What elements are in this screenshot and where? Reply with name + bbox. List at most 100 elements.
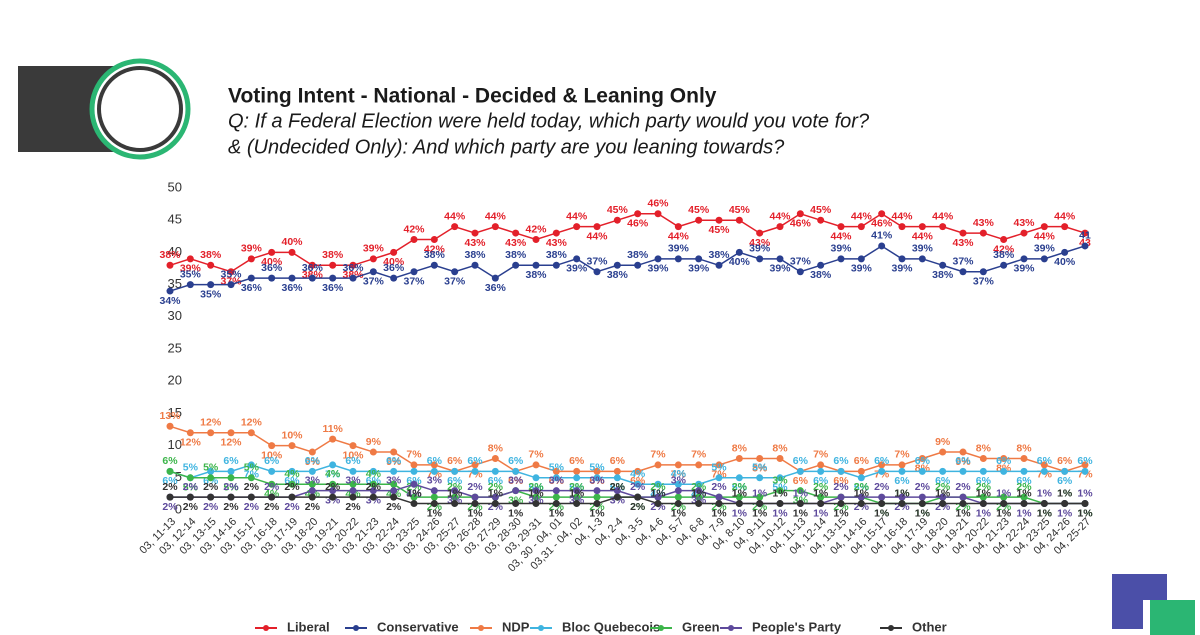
data-label: 39% <box>566 263 588 275</box>
data-label: 8% <box>752 462 768 474</box>
data-label: 37% <box>952 256 974 268</box>
point <box>1061 500 1069 508</box>
point <box>654 500 662 508</box>
data-label: 5% <box>183 462 199 474</box>
point <box>308 480 316 488</box>
data-label: 1% <box>1077 487 1093 499</box>
point <box>390 467 398 475</box>
data-label: 44% <box>586 230 608 242</box>
data-label: 39% <box>647 263 669 275</box>
point <box>1000 236 1008 244</box>
data-label: 39% <box>180 263 202 275</box>
data-label: 3% <box>772 474 788 486</box>
point <box>349 261 357 269</box>
point <box>471 229 479 237</box>
point <box>1081 500 1089 508</box>
point <box>939 223 947 231</box>
data-label: 9% <box>955 456 971 468</box>
data-label: 37% <box>444 276 466 288</box>
point <box>674 255 682 263</box>
data-label: 4% <box>630 468 646 480</box>
data-label: 6% <box>427 455 443 467</box>
point <box>308 467 316 475</box>
point <box>430 500 438 508</box>
data-label: 44% <box>668 230 690 242</box>
data-label: 38% <box>546 249 568 261</box>
point <box>817 493 825 501</box>
y-tick-label: 30 <box>168 308 182 323</box>
point <box>878 493 886 501</box>
data-label: 1% <box>874 507 890 519</box>
point <box>979 268 987 276</box>
point <box>430 467 438 475</box>
data-label: 1% <box>793 507 809 519</box>
point <box>959 500 967 508</box>
point <box>756 474 764 482</box>
point <box>186 429 194 437</box>
data-label: 7% <box>691 449 707 461</box>
data-label: 35% <box>200 288 222 300</box>
legend-label: Liberal <box>287 619 330 634</box>
legend-label: People's Party <box>752 619 842 634</box>
point <box>1040 461 1048 469</box>
data-label: 36% <box>302 262 324 274</box>
data-label: 1% <box>447 487 463 499</box>
point <box>227 429 235 437</box>
point <box>735 248 743 256</box>
data-label: 5% <box>244 462 260 474</box>
data-label: 2% <box>305 501 321 513</box>
legend-label: Bloc Quebecois <box>562 619 660 634</box>
point <box>939 467 947 475</box>
point <box>674 493 682 501</box>
point <box>1040 255 1048 263</box>
legend-swatch <box>658 625 664 631</box>
data-label: 8% <box>976 442 992 454</box>
corner-logo <box>1112 574 1195 635</box>
point <box>552 493 560 501</box>
data-label: 39% <box>830 243 852 255</box>
data-label: 1% <box>1057 487 1073 499</box>
data-label: 6% <box>793 455 809 467</box>
data-label: 1% <box>915 507 931 519</box>
data-label: 2% <box>955 481 971 493</box>
data-label: 43% <box>973 217 995 229</box>
point <box>390 448 398 456</box>
point <box>939 500 947 508</box>
data-label: 4% <box>284 468 300 480</box>
data-label: 6% <box>793 475 809 487</box>
data-label: 1% <box>549 507 565 519</box>
data-label: 3% <box>508 474 524 486</box>
data-label: 43% <box>749 237 771 249</box>
data-label: 6% <box>1077 455 1093 467</box>
point <box>532 236 540 244</box>
point <box>674 223 682 231</box>
point <box>532 474 540 482</box>
point <box>532 461 540 469</box>
data-label: 7% <box>650 449 666 461</box>
data-label: 7% <box>894 449 910 461</box>
point <box>186 474 194 482</box>
data-label: 43% <box>464 237 486 249</box>
data-label: 38% <box>708 249 730 261</box>
data-label: 2% <box>630 501 646 513</box>
point <box>1020 493 1028 501</box>
point <box>369 448 377 456</box>
point <box>430 493 438 501</box>
point <box>410 236 418 244</box>
data-label: 41 <box>1079 230 1091 242</box>
data-label: 1% <box>528 487 544 499</box>
data-label: 2% <box>813 481 829 493</box>
series-line <box>170 483 1085 505</box>
data-label: 3% <box>386 474 402 486</box>
point <box>471 500 479 508</box>
data-label: 44% <box>485 210 507 222</box>
point <box>735 216 743 224</box>
legend-swatch <box>478 625 484 631</box>
point <box>898 467 906 475</box>
data-label: 2% <box>711 481 727 493</box>
data-label: 35% <box>180 268 202 280</box>
point <box>247 429 255 437</box>
point <box>552 500 560 508</box>
data-label: 2% <box>610 481 626 493</box>
data-label: 6% <box>1016 475 1032 487</box>
